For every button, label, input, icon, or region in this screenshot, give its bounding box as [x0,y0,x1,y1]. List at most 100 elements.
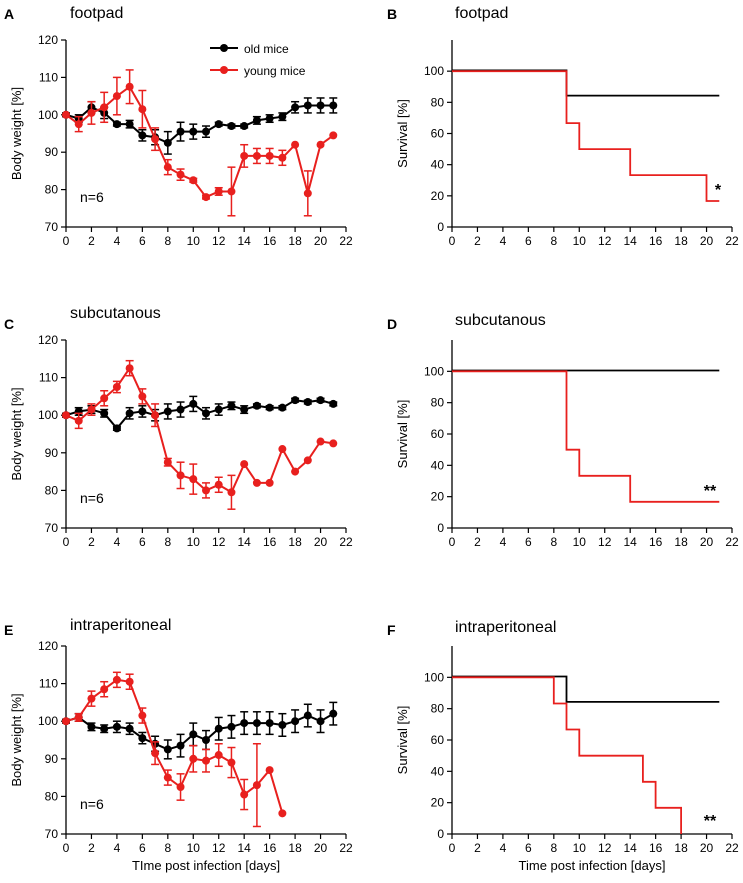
significance-annotation: ** [704,483,717,500]
x-tick-label: 20 [700,841,714,855]
x-tick-label: 0 [63,841,70,855]
x-tick-label: 22 [339,535,353,549]
y-tick-label: 40 [431,158,445,172]
data-point [100,394,109,403]
data-point [316,396,325,405]
x-tick-label: 14 [624,535,638,549]
series-young [62,671,287,828]
x-tick-label: 18 [288,234,302,248]
series-young [452,370,720,503]
data-point [112,424,121,433]
data-point [74,713,83,722]
x-tick-label: 8 [550,841,557,855]
data-point [252,781,261,790]
x-tick-label: 4 [500,841,507,855]
x-tick-label: 18 [674,234,688,248]
x-tick-label: 6 [525,234,532,248]
data-point [176,471,185,480]
data-point [138,392,147,401]
data-point [62,110,70,119]
data-point [240,790,249,799]
y-tick-label: 90 [45,752,59,766]
series-line [65,366,334,494]
data-point [100,103,109,112]
data-point [227,488,236,497]
chart-title: intraperitoneal [455,619,556,636]
data-point [265,478,274,487]
data-point [112,722,121,731]
x-tick-label: 16 [649,234,663,248]
data-point [316,717,325,726]
data-point [189,176,198,185]
data-point [138,105,147,114]
data-point [100,724,109,733]
y-tick-label: 100 [38,108,58,122]
x-tick-label: 6 [139,234,146,248]
data-point [202,193,210,202]
data-point [240,151,249,160]
data-point [189,754,198,763]
data-point [87,108,96,117]
chart-title: subcutanous [455,312,546,329]
chart-title: intraperitoneal [70,617,171,634]
data-point [316,140,325,149]
data-point [329,101,338,110]
y-tick-label: 80 [45,183,59,197]
data-point [163,745,172,754]
data-point [291,467,300,476]
x-tick-label: 10 [187,841,201,855]
series-line [65,104,334,144]
data-point [163,773,172,782]
data-point [87,722,96,731]
data-point [329,709,338,718]
x-tick-label: 14 [238,841,252,855]
chart-title: footpad [70,5,123,22]
y-tick-label: 20 [431,189,445,203]
series-line [65,712,334,751]
x-tick-label: 10 [573,535,587,549]
data-point [303,456,312,465]
y-tick-label: 80 [431,396,445,410]
x-tick-label: 0 [63,234,70,248]
x-tick-label: 12 [598,234,612,248]
y-tick-label: 100 [38,714,58,728]
y-tick-label: 0 [437,827,444,841]
data-point [278,153,287,162]
x-tick-label: 6 [139,535,146,549]
data-point [151,135,160,144]
x-tick-label: 18 [674,841,688,855]
data-point [329,399,338,408]
data-point [303,189,312,198]
data-point [265,403,274,412]
survival-step-line [452,676,682,834]
y-tick-label: 80 [45,789,59,803]
data-point [202,409,210,418]
panel-letter: A [4,6,14,22]
chart-title: footpad [455,5,508,22]
x-tick-label: 20 [314,535,328,549]
x-tick-label: 8 [550,535,557,549]
data-point [163,458,172,467]
y-tick-label: 100 [424,64,444,78]
data-point [125,120,134,129]
x-tick-label: 8 [164,535,171,549]
data-point [214,724,223,733]
x-tick-label: 16 [263,535,277,549]
y-tick-label: 90 [45,446,59,460]
data-point [176,405,185,414]
y-tick-label: 80 [431,95,445,109]
data-point [138,131,147,140]
data-point [265,719,274,728]
x-tick-label: 22 [725,234,739,248]
chart-title: subcutanous [70,305,161,322]
survival-step-line [452,675,720,703]
x-tick-label: 10 [187,234,201,248]
x-tick-label: 20 [314,841,328,855]
x-tick-label: 20 [700,535,714,549]
data-point [278,403,287,412]
data-point [265,114,274,123]
series-young [62,69,338,217]
series-old [452,69,720,97]
